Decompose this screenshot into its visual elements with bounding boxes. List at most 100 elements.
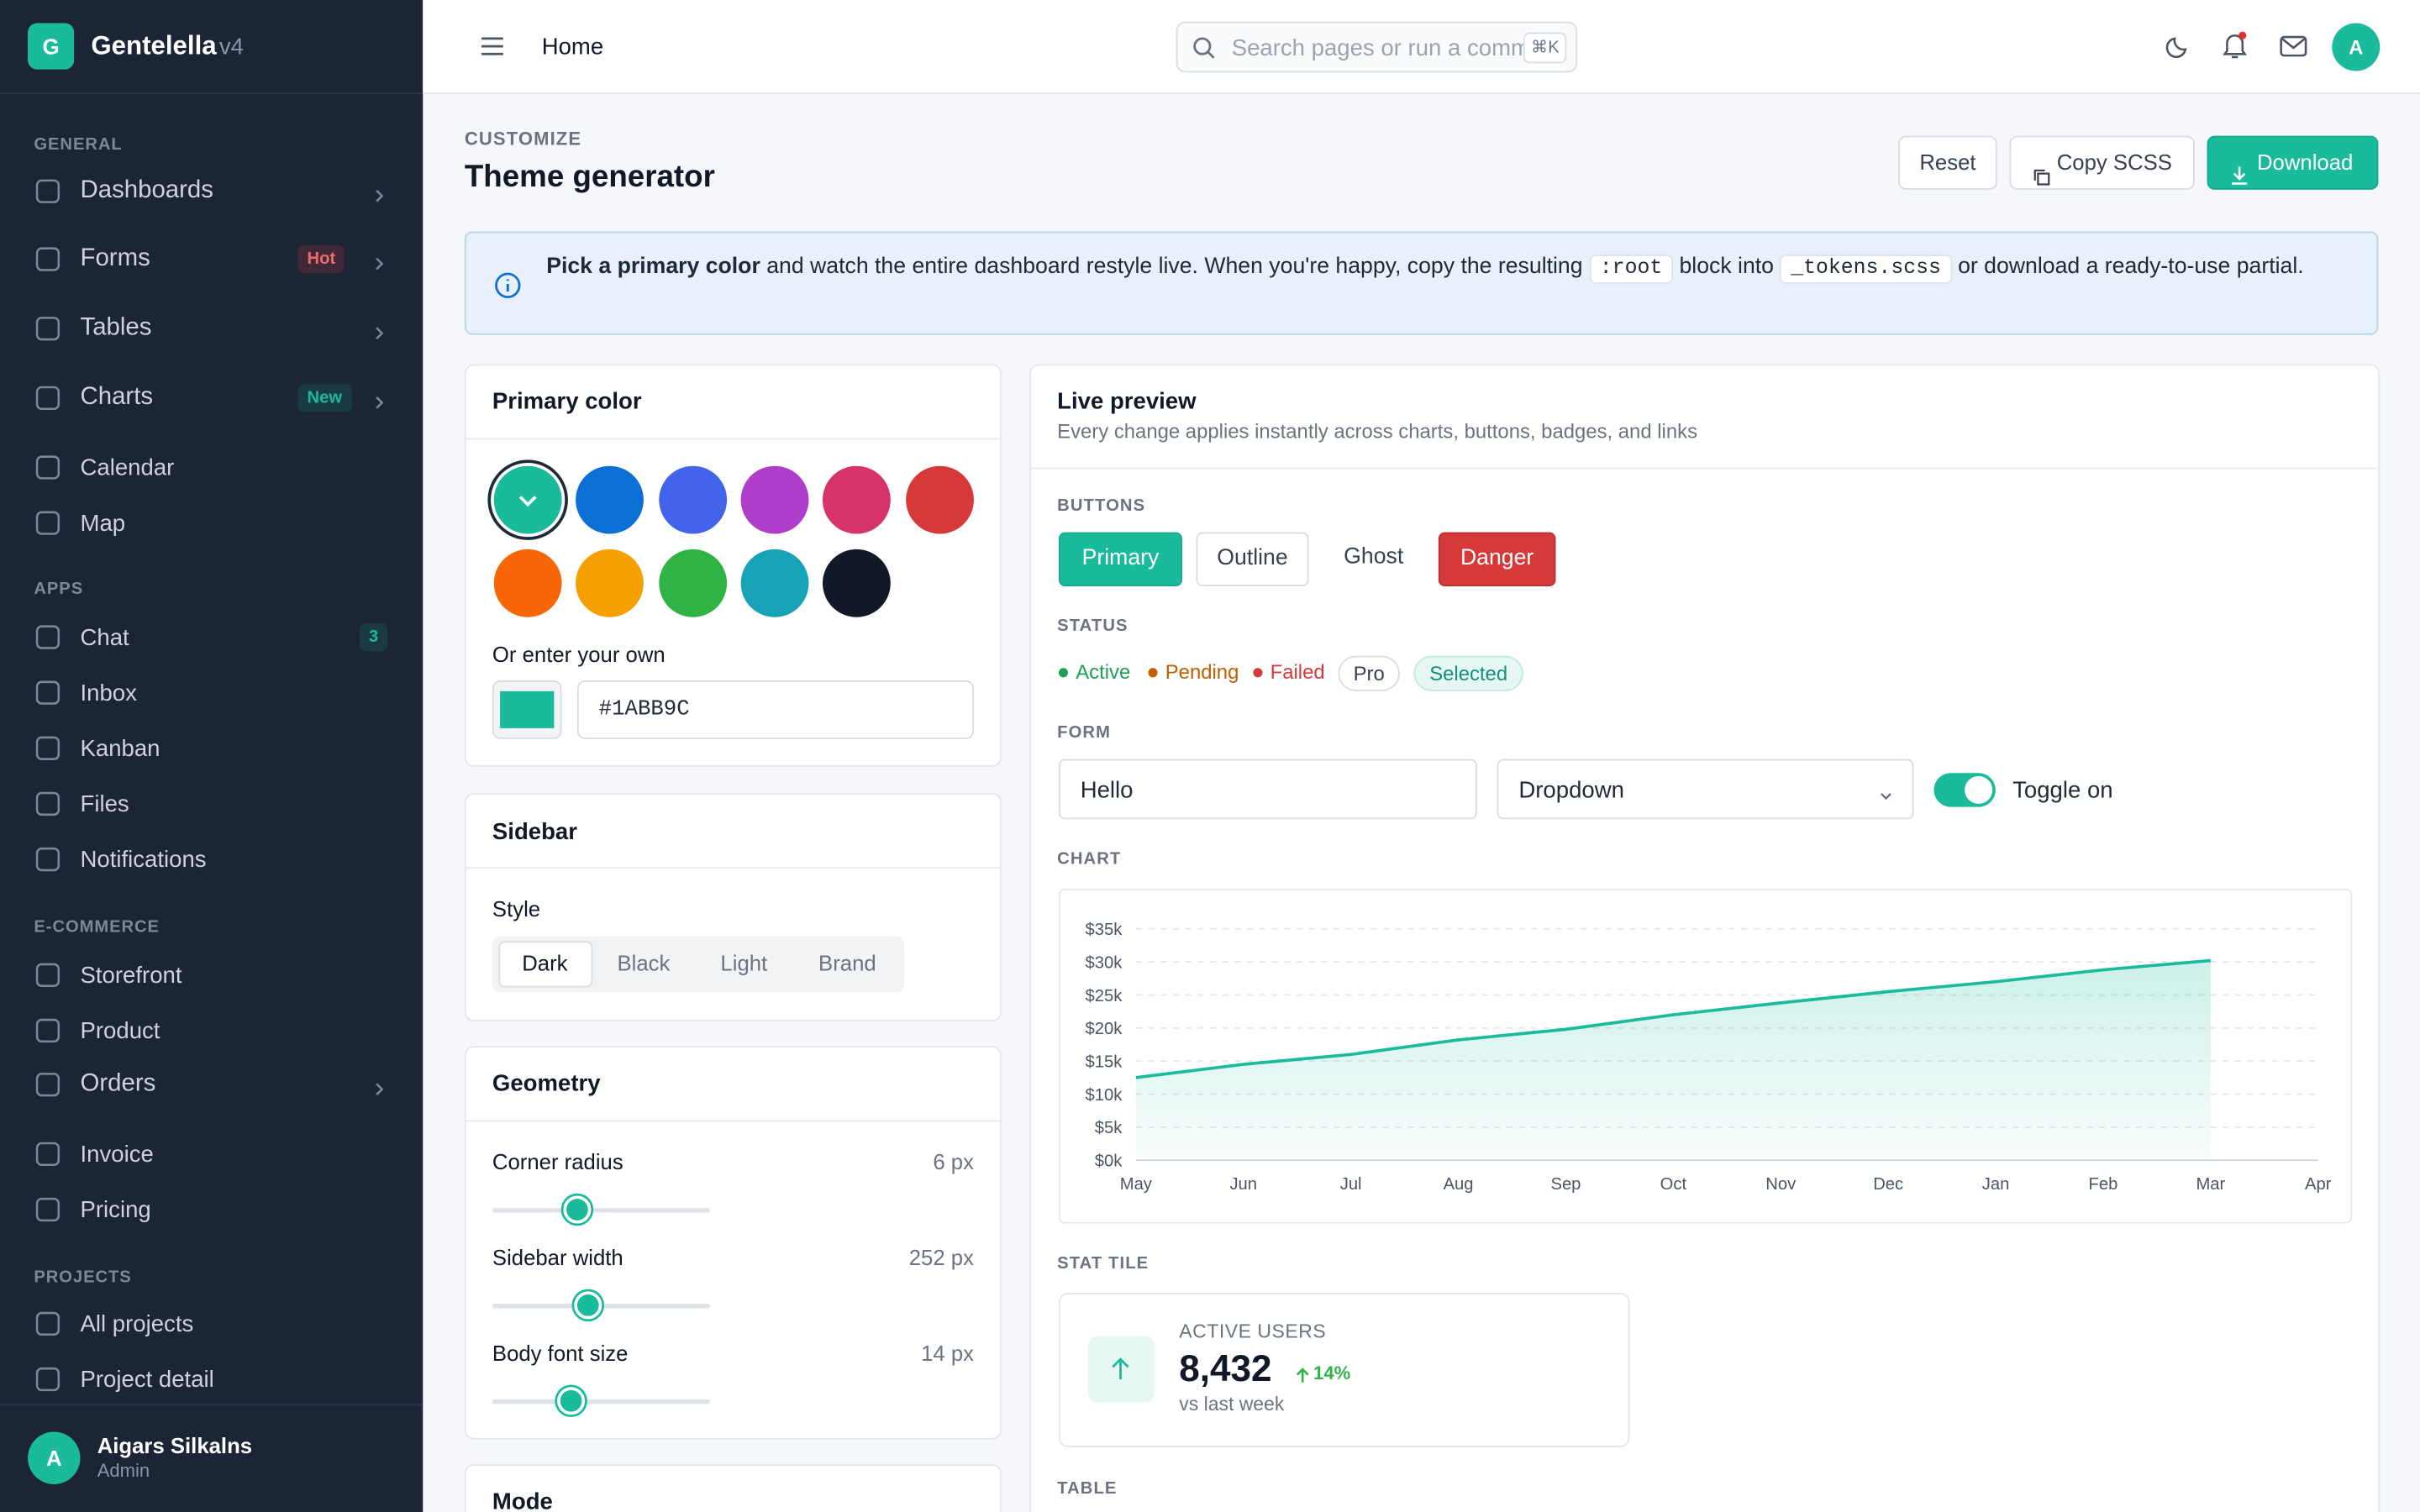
color-swatch[interactable]	[493, 465, 562, 534]
color-swatch[interactable]	[493, 549, 562, 617]
reset-button[interactable]: Reset	[1898, 135, 1997, 190]
info-icon-part	[495, 272, 521, 298]
mail-part	[2280, 35, 2307, 57]
preview-button[interactable]: Danger	[1438, 532, 1556, 586]
nav-chevron	[372, 251, 387, 270]
segment-option[interactable]: Brand	[818, 950, 876, 976]
section-label: TABLE	[1057, 1479, 1118, 1499]
stat-note: vs last week	[1179, 1394, 1285, 1415]
nav-icon	[34, 245, 61, 273]
color-swatch[interactable]	[906, 465, 974, 534]
y-tick-label: $0k	[1095, 1152, 1123, 1171]
x-tick-label: Jun	[1229, 1175, 1257, 1194]
notifications-part	[2238, 31, 2247, 39]
nav-item[interactable]: Map	[80, 510, 126, 537]
pill-selected: Selected	[1413, 655, 1523, 691]
sidebar-footer-line	[0, 1404, 424, 1406]
section-label: CHART	[1057, 850, 1122, 869]
color-swatch[interactable]	[659, 549, 728, 617]
stat-title: ACTIVE USERS	[1179, 1320, 1327, 1343]
user-avatar: A	[28, 1431, 81, 1484]
color-swatch[interactable]	[576, 549, 644, 617]
color-swatch[interactable]	[659, 465, 728, 534]
nav-item[interactable]: Notifications	[80, 846, 207, 873]
download-button[interactable]: Download	[2207, 135, 2379, 190]
alert-span: _tokens.scss	[1780, 255, 1952, 284]
x-tick-label: Jul	[1340, 1175, 1362, 1194]
color-swatch[interactable]	[822, 465, 891, 534]
nav-icon-part	[35, 455, 60, 480]
notifications-part	[2223, 31, 2248, 59]
nav-item[interactable]: Kanban	[80, 735, 160, 762]
toggle-knob	[1965, 775, 1993, 804]
color-swatch[interactable]	[822, 549, 891, 617]
nav-icon-part	[35, 680, 60, 705]
nav-item[interactable]: Inbox	[80, 680, 137, 706]
slider-thumb[interactable]	[557, 1387, 586, 1415]
logo: G	[28, 23, 75, 70]
nav-badge: 3	[359, 623, 388, 652]
nav-item[interactable]: Product	[80, 1017, 160, 1044]
stat-change-arrow-part	[1296, 1368, 1309, 1383]
search-icon-part	[1193, 37, 1212, 55]
slider-label: Corner radius	[492, 1149, 623, 1175]
search-box[interactable]: Search pages or run a comm ⌘K	[1176, 21, 1578, 73]
top-avatar[interactable]: A	[2332, 23, 2381, 71]
nav-item[interactable]: Chat	[80, 623, 129, 651]
nav-item[interactable]: Project detail	[80, 1366, 214, 1393]
area	[1135, 960, 2211, 1161]
color-swatch[interactable]	[740, 465, 809, 534]
segment-option[interactable]: Black	[617, 950, 671, 976]
copy-icon	[2033, 155, 2051, 186]
nav-item[interactable]: Invoice	[80, 1141, 154, 1168]
slider-thumb[interactable]	[563, 1195, 592, 1224]
nav-icon	[34, 454, 61, 481]
color-swatch[interactable]	[576, 465, 644, 534]
version: v4	[218, 33, 244, 60]
nav-item[interactable]: Tables	[80, 314, 152, 341]
user-role: Admin	[97, 1458, 150, 1481]
status-dot	[1148, 668, 1158, 678]
x-tick-label: Apr	[2305, 1175, 2332, 1194]
y-tick-label: $5k	[1095, 1119, 1123, 1137]
card-subtitle: Every change applies instantly across ch…	[1057, 419, 1698, 443]
nav-icon-part	[35, 179, 60, 203]
nav-chevron-part	[376, 327, 384, 340]
preview-button[interactable]: Ghost	[1344, 544, 1404, 570]
y-tick-label: $20k	[1086, 1020, 1123, 1038]
nav-chevron-part	[376, 396, 384, 409]
nav-chevron-part	[376, 327, 384, 340]
nav-icon	[34, 1195, 61, 1223]
nav-item[interactable]: Charts	[80, 383, 154, 411]
nav-item[interactable]: Pricing	[80, 1196, 151, 1223]
card-divider	[466, 867, 1001, 869]
copy-button[interactable]: Copy SCSS	[2009, 135, 2195, 190]
custom-color-input[interactable]: #1ABB9C	[576, 680, 974, 739]
segment-option[interactable]: Dark	[522, 950, 568, 976]
alert-span: :root	[1588, 255, 1674, 284]
preview-button[interactable]: Outline	[1196, 532, 1309, 586]
custom-color-preview[interactable]	[492, 680, 562, 739]
color-swatch[interactable]	[740, 549, 809, 617]
x-tick-label: Dec	[1873, 1175, 1903, 1194]
nav-item[interactable]: Orders	[80, 1070, 156, 1097]
theme-toggle	[2164, 33, 2191, 60]
nav-item[interactable]: Dashboards	[80, 176, 213, 204]
nav-item[interactable]: Files	[80, 790, 129, 817]
line	[1135, 958, 2212, 1079]
nav-item[interactable]: Storefront	[80, 962, 182, 989]
sidebar-card: Sidebar Style Dark Black Light Brand	[464, 793, 1002, 1021]
text-input[interactable]: Hello	[1059, 759, 1477, 820]
segment-option[interactable]: Light	[720, 950, 768, 976]
select[interactable]: Dropdown	[1497, 759, 1914, 820]
custom-color-fill	[500, 690, 555, 728]
stat-arrow	[1110, 1356, 1132, 1380]
toggle[interactable]	[1933, 773, 1996, 807]
geometry-card: Geometry Corner radius 6 px Sidebar width 25…	[464, 1046, 1002, 1440]
nav-item[interactable]: Calendar	[80, 454, 175, 481]
nav-item[interactable]: Forms	[80, 244, 150, 271]
nav-item[interactable]: All projects	[80, 1310, 194, 1337]
nav-icon-part	[35, 1311, 60, 1336]
preview-button[interactable]: Primary	[1059, 532, 1182, 586]
slider-thumb[interactable]	[574, 1291, 602, 1320]
